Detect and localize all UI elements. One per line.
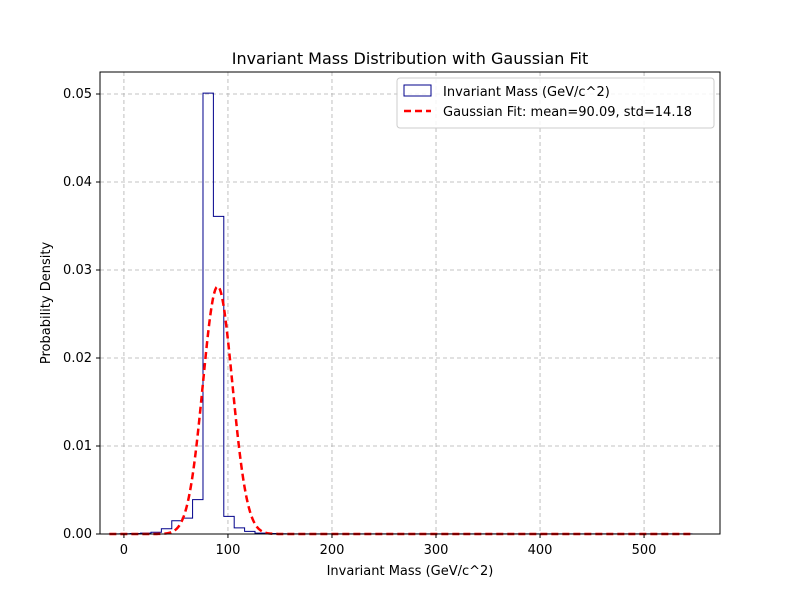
x-tick-label: 0 xyxy=(120,543,128,558)
x-tick-label: 400 xyxy=(528,543,553,558)
x-tick-label: 300 xyxy=(424,543,449,558)
y-tick-label: 0.04 xyxy=(63,175,92,190)
legend-fit-label: Gaussian Fit: mean=90.09, std=14.18 xyxy=(443,105,692,120)
y-tick-label: 0.00 xyxy=(63,527,92,542)
legend: Invariant Mass (GeV/c^2) Gaussian Fit: m… xyxy=(396,77,715,129)
chart-title: Invariant Mass Distribution with Gaussia… xyxy=(232,49,589,68)
y-tick-label: 0.02 xyxy=(63,351,92,366)
legend-histogram-swatch xyxy=(403,84,432,97)
plot-frame xyxy=(99,71,721,535)
x-tick-label: 500 xyxy=(632,543,657,558)
y-axis-label: Probability Density xyxy=(39,242,54,365)
y-tick-label: 0.01 xyxy=(63,439,92,454)
x-tick-label: 200 xyxy=(320,543,345,558)
x-axis-label: Invariant Mass (GeV/c^2) xyxy=(327,564,494,579)
legend-box xyxy=(396,77,715,129)
y-tick-label: 0.03 xyxy=(63,263,92,278)
x-tick-label: 100 xyxy=(216,543,241,558)
legend-histogram-label: Invariant Mass (GeV/c^2) xyxy=(443,85,610,100)
y-tick-label: 0.05 xyxy=(63,87,92,102)
axis-ticks: 0 100 200 300 400 500 0.00 0.01 0.02 0.03 0.04 0.05 xyxy=(63,87,656,558)
